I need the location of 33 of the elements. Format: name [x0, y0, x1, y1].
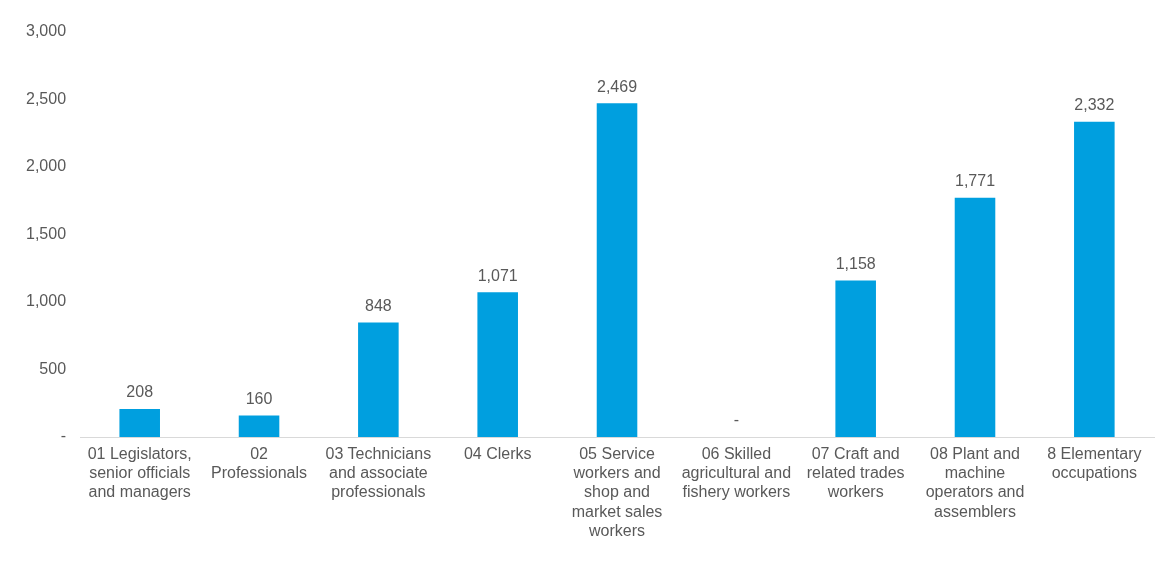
x-tick-label: 03 Technicians and associate professionals [325, 445, 432, 501]
x-tick-label: 01 Legislators, senior officials and managers [87, 445, 192, 501]
y-tick-label: 2,500 [25, 89, 67, 107]
x-tick-label: 07 Craft and related trades workers [806, 445, 905, 501]
data-label: - [733, 411, 740, 429]
bar [835, 280, 876, 437]
y-tick-label: 1,500 [25, 224, 67, 242]
y-tick-label: - [60, 427, 67, 445]
x-tick-label: 06 Skilled agricultural and fishery workers [681, 445, 792, 501]
data-label: 160 [245, 389, 273, 407]
bar [596, 103, 638, 437]
x-tick-label: 05 Service workers and shop and market sales workers [571, 445, 663, 539]
bar [1074, 121, 1115, 437]
x-tick-label: 8 Elementary occupations [1047, 445, 1142, 482]
y-tick-label: 1,000 [25, 292, 67, 310]
bar [954, 197, 996, 437]
data-label: 2,332 [1074, 96, 1115, 114]
data-label: 1,771 [954, 172, 996, 190]
data-label: 1,071 [477, 266, 518, 284]
y-tick-label: 2,000 [25, 157, 67, 175]
y-tick-label: 3,000 [25, 22, 67, 40]
x-tick-label: 08 Plant and machine operators and assemblers [925, 445, 1025, 520]
x-tick-label: 04 Clerks [463, 445, 532, 463]
data-label: 848 [365, 296, 392, 314]
bar [358, 322, 399, 437]
bar [119, 408, 160, 437]
bar [477, 292, 518, 437]
data-label: 2,469 [597, 77, 638, 95]
data-label: 208 [126, 383, 154, 401]
x-tick-label: 02 Professionals [211, 445, 308, 482]
bar [238, 415, 280, 437]
data-label: 1,158 [835, 254, 876, 272]
y-tick-label: 500 [39, 359, 67, 377]
